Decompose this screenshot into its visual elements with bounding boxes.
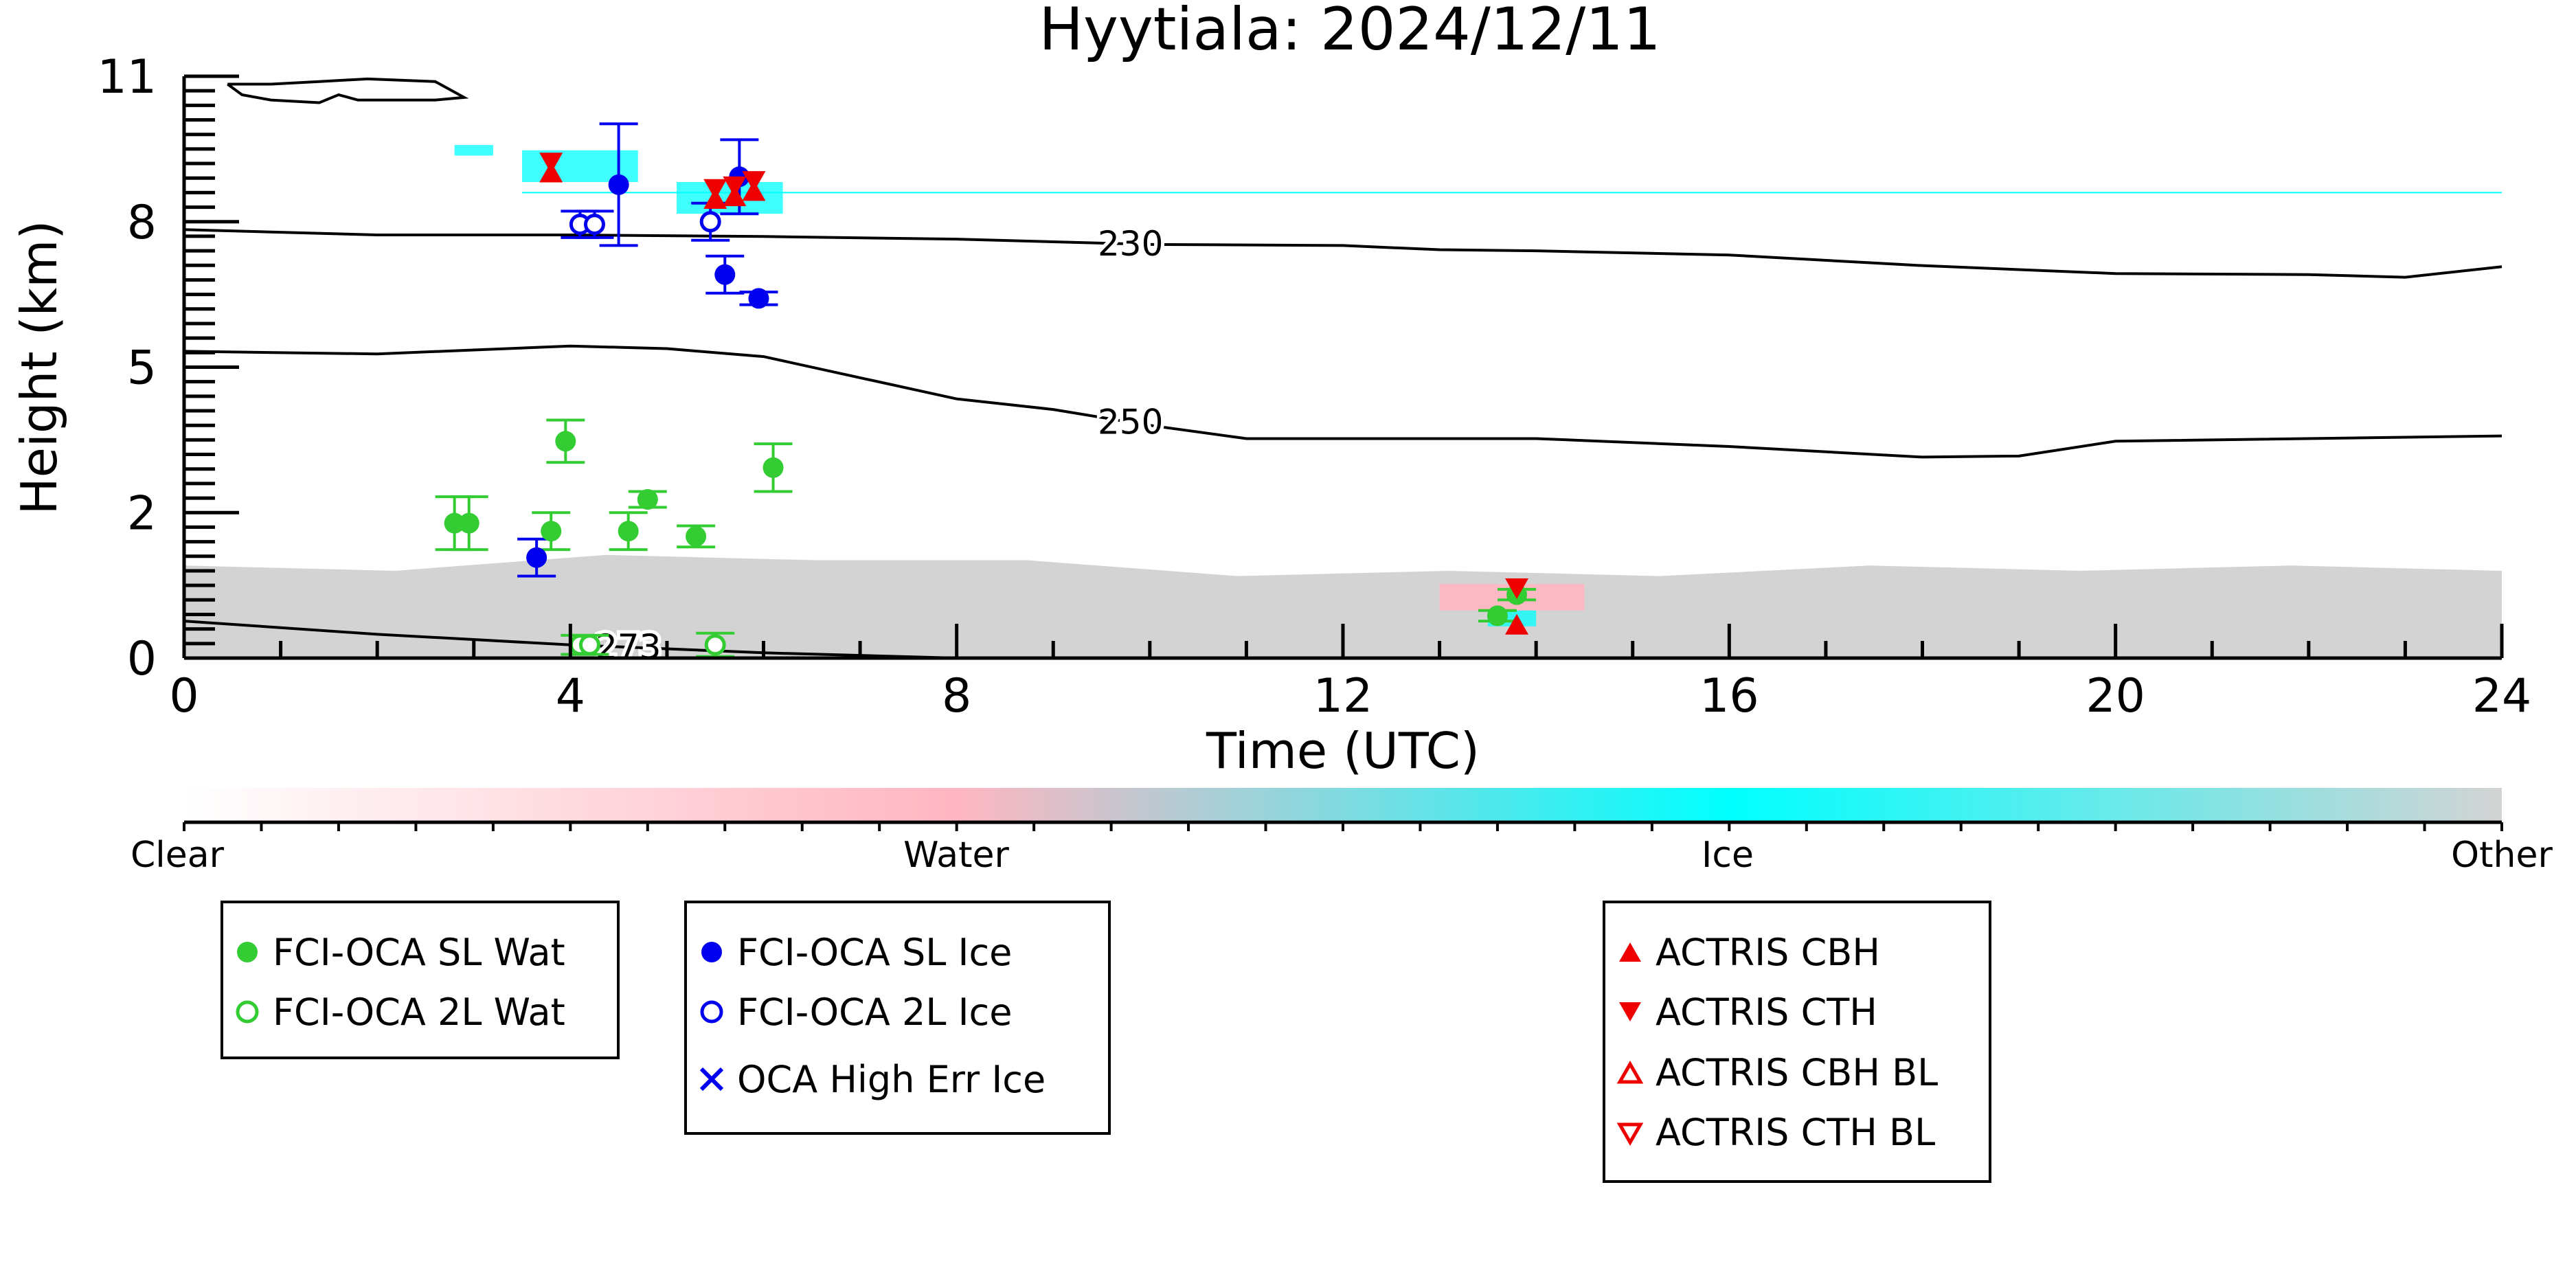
legend-marker-cbh (1619, 942, 1641, 962)
data-point (583, 214, 605, 236)
x-tick-label: 16 (1699, 669, 1759, 723)
legend-label-cth-bl: ACTRIS CTH BL (1656, 1111, 1935, 1154)
x-tick-label: 4 (556, 669, 585, 723)
data-point (762, 457, 784, 478)
data-point (618, 521, 639, 542)
data-point (704, 634, 726, 656)
data-point (699, 211, 721, 233)
legend-label-high-err-ice: OCA High Err Ice (737, 1058, 1046, 1101)
colorbar-label-other: Other (2451, 835, 2553, 876)
colorbar: Clear Water Ice Other (131, 788, 2553, 876)
data-point (608, 174, 629, 195)
legend-label-cbh: ACTRIS CBH (1656, 931, 1880, 974)
y-tick-label: 8 (127, 196, 157, 250)
y-tick-label: 5 (127, 341, 157, 396)
y-tick-label: 0 (127, 632, 157, 686)
legend-label-2l-wat: FCI-OCA 2L Wat (273, 991, 565, 1034)
isotherm-label-230: 230 (1098, 224, 1163, 264)
data-point (637, 489, 658, 510)
legend-label-2l-ice: FCI-OCA 2L Ice (737, 991, 1012, 1034)
data-point (539, 152, 563, 174)
legend-marker-cth (1619, 1002, 1641, 1021)
isotherm-label-250: 250 (1098, 403, 1163, 442)
x-ticks: 0 4 8 12 16 20 24 (169, 624, 2531, 723)
legend-marker-2l-ice (700, 1000, 723, 1024)
data-point (686, 526, 707, 547)
legend-marker-2l-wat (236, 1000, 259, 1024)
legend-marker-high-err-ice (699, 1067, 724, 1092)
legend-marker-cbh-bl (1616, 1060, 1644, 1084)
data-point (1487, 605, 1508, 626)
colorbar-label-water: Water (903, 835, 1009, 876)
data-point (444, 512, 465, 534)
legend-label-sl-ice: FCI-OCA SL Ice (737, 931, 1012, 974)
isotherm-contours: 230 250 273 (183, 77, 2502, 670)
legend-label-sl-wat: FCI-OCA SL Wat (273, 931, 565, 974)
axes: 0 4 8 12 16 20 24 0 2 5 8 11 (97, 50, 2531, 723)
x-tick-label: 0 (169, 669, 199, 723)
legend-actris: ACTRIS CBH ACTRIS CTH ACTRIS CBH BL ACTR… (1603, 901, 1991, 1183)
legend-actris-frame (1603, 901, 1991, 1183)
data-point (723, 176, 747, 197)
y-axis-label: Height (km) (10, 221, 68, 515)
data-point (742, 171, 766, 192)
legend-ice: FCI-OCA SL Ice FCI-OCA 2L Ice OCA High E… (684, 901, 1111, 1135)
isotherm-250 (183, 344, 2502, 459)
legend-water-frame (221, 901, 620, 1059)
colorbar-label-ice: Ice (1702, 835, 1754, 876)
x-tick-label: 24 (2472, 669, 2532, 723)
legend-label-cth: ACTRIS CTH (1656, 991, 1877, 1034)
data-point (526, 547, 547, 568)
data-point (748, 288, 769, 309)
legend-marker-sl-wat (237, 942, 258, 962)
data-point (578, 634, 600, 656)
legend-label-cbh-bl: ACTRIS CBH BL (1656, 1051, 1938, 1094)
top-contour (227, 77, 469, 104)
colorbar-label-clear: Clear (131, 835, 225, 876)
data-markers (444, 152, 1529, 656)
y-tick-label: 2 (127, 486, 157, 541)
isotherm-label-273: 273 (596, 627, 661, 667)
x-axis-label: Time (UTC) (1206, 722, 1480, 780)
legend-water: FCI-OCA SL Wat FCI-OCA 2L Wat (221, 901, 620, 1059)
isotherm-230 (183, 228, 2502, 279)
y-tick-label: 11 (97, 50, 157, 104)
data-point (703, 179, 727, 200)
legend-ice-frame (684, 901, 1111, 1135)
y-ticks: 0 2 5 8 11 (97, 50, 239, 686)
data-point (541, 521, 562, 542)
colorbar-ticks (183, 822, 2503, 831)
chart-title: Hyytiala: 2024/12/11 (1039, 0, 1660, 64)
x-tick-label: 8 (942, 669, 971, 723)
data-point (1505, 613, 1529, 635)
colorbar-gradient (184, 788, 2502, 822)
data-point (1505, 578, 1529, 600)
data-point (555, 431, 576, 452)
x-tick-label: 12 (1313, 669, 1373, 723)
legend-marker-sl-ice (701, 942, 722, 962)
x-tick-label: 20 (2086, 669, 2145, 723)
classification-background (184, 145, 2502, 658)
plot-area: 230 250 273 (183, 77, 2502, 670)
data-point (714, 264, 736, 285)
ice-patch (454, 145, 493, 156)
legend-marker-cth-bl (1616, 1122, 1644, 1146)
other-class-layer (184, 554, 2502, 658)
data-point (458, 512, 479, 534)
